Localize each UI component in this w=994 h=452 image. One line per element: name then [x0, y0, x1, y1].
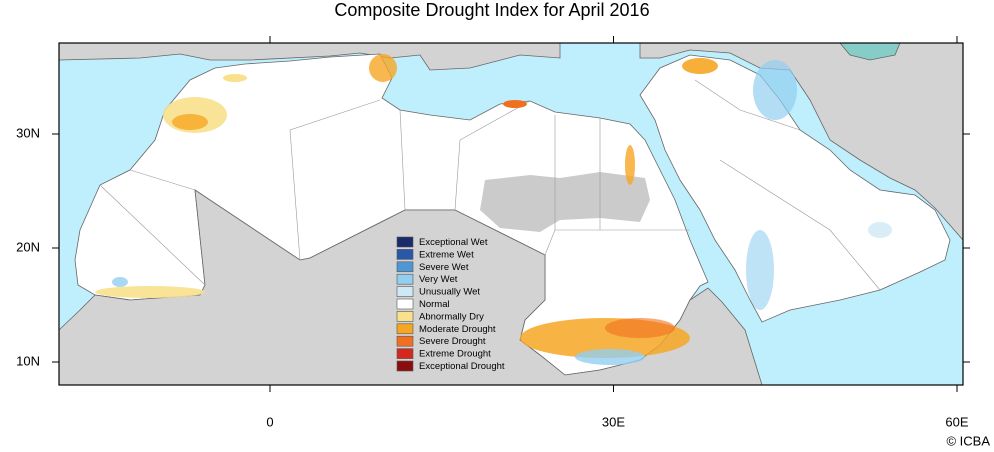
- x-tick-label: 30E: [602, 414, 625, 429]
- map-title: Composite Drought Index for April 2016: [334, 0, 649, 20]
- legend-label: Abnormally Dry: [419, 311, 484, 322]
- credit: © ICBA: [946, 433, 990, 448]
- legend-swatch: [396, 335, 414, 347]
- legend-swatch: [396, 236, 414, 248]
- drought-patch: [369, 54, 397, 82]
- drought-patch: [605, 318, 675, 338]
- legend-swatch: [396, 261, 414, 273]
- drought-patch: [172, 114, 208, 130]
- drought-patch: [95, 286, 205, 298]
- legend-swatch: [396, 249, 414, 260]
- legend-label: Extreme Wet: [419, 249, 474, 260]
- wet-patch: [753, 60, 797, 120]
- drought-patch: [682, 58, 718, 74]
- wet-patch: [112, 277, 128, 287]
- legend-swatch: [396, 323, 414, 335]
- wet-patch: [746, 230, 774, 310]
- legend-label: Exceptional Wet: [419, 237, 488, 248]
- drought-patch: [625, 145, 635, 185]
- wet-patch: [868, 222, 892, 238]
- drought-patch: [503, 100, 527, 108]
- legend-label: Normal: [419, 299, 450, 310]
- legend-label: Severe Wet: [419, 262, 469, 273]
- y-tick-label: 20N: [16, 239, 40, 254]
- map-area: [59, 43, 963, 385]
- index-patches: [95, 54, 892, 365]
- legend-label: Moderate Drought: [419, 324, 496, 335]
- turkey-iran-land: [639, 43, 963, 241]
- legend-swatch: [396, 348, 414, 359]
- grey-area: [480, 172, 650, 232]
- legend-label: Severe Drought: [419, 336, 486, 347]
- legend-swatch: [396, 273, 414, 285]
- legend-label: Exceptional Drought: [419, 361, 505, 372]
- legend-label: Extreme Drought: [419, 349, 491, 360]
- legend-swatch: [396, 286, 414, 297]
- x-tick-label: 0: [266, 414, 273, 429]
- legend-label: Unusually Wet: [419, 287, 480, 298]
- wet-patch: [575, 349, 645, 365]
- legend-swatch: [396, 298, 414, 310]
- drought-patch: [223, 74, 247, 82]
- map-frame: [58, 42, 964, 386]
- y-tick-label: 10N: [16, 353, 40, 368]
- legend-swatch: [396, 360, 414, 372]
- legend-label: Very Wet: [419, 274, 458, 285]
- y-tick-label: 30N: [16, 125, 40, 140]
- caspian-sea: [839, 43, 901, 61]
- x-tick-label: 60E: [945, 414, 968, 429]
- country-borders: [99, 79, 881, 291]
- legend-swatch: [396, 311, 414, 322]
